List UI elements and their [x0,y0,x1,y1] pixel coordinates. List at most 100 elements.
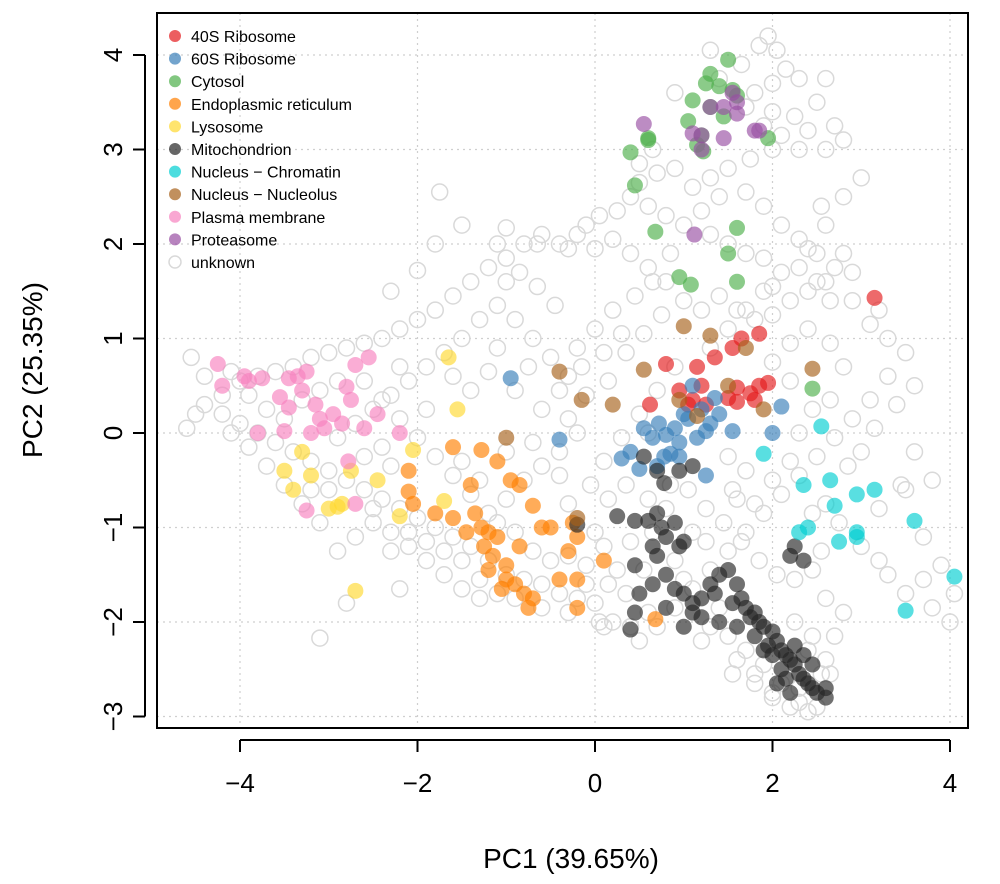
point-unknown [737,244,755,263]
legend-swatch [169,120,181,133]
point-unknown [817,140,835,159]
point-mitochondrion [626,512,643,529]
point-unknown [572,358,591,376]
point-unknown [834,358,853,376]
point-unknown [417,551,436,570]
point-mitochondrion [671,462,688,479]
point-lysosome [285,481,302,498]
point-plasma-membrane [294,382,311,399]
point-unknown [533,575,551,593]
point-unknown [861,391,879,409]
point-unknown [595,617,613,636]
point-unknown [683,523,702,541]
point-proteasome [715,130,732,147]
point-unknown [781,291,799,310]
point-nucleus-nucleolus [689,407,706,424]
point-unknown [346,528,365,546]
point-mitochondrion [711,614,728,630]
point-unknown [710,188,728,206]
point-endoplasmic-reticulum [498,557,515,574]
point-unknown [590,613,609,631]
point-unknown [435,566,453,584]
legend-label: Nucleus − Nucleolus [191,187,337,204]
point-endoplasmic-reticulum [462,476,479,493]
point-mitochondrion [658,566,674,583]
point-unknown [195,395,214,414]
point-unknown [768,566,786,584]
point-unknown [355,334,373,352]
point-unknown [497,273,515,291]
point-unknown [666,159,684,178]
point-unknown [373,329,391,348]
point-unknown [865,419,884,438]
point-unknown [577,556,595,575]
point-lysosome [334,495,351,512]
point-nucleus-nucleolus [498,429,515,446]
point-unknown [746,674,764,693]
point-unknown [355,447,373,466]
point-unknown [701,225,720,244]
point-unknown [595,343,613,362]
point-unknown [519,358,538,376]
point-unknown [772,485,791,504]
point-unknown [719,320,737,338]
point-mitochondrion [622,621,639,638]
point-plasma-membrane [280,399,297,416]
point-unknown [923,599,941,617]
point-plasma-membrane [356,420,373,437]
point-unknown [444,466,462,485]
point-mitochondrion [729,618,745,635]
point-mitochondrion [644,576,661,593]
point-unknown [559,495,578,513]
point-unknown [719,627,737,645]
legend-swatch [169,52,181,65]
legend-swatch [168,255,182,269]
point-unknown [892,476,910,494]
point-cytosol [720,51,737,68]
point-unknown [355,372,373,390]
point-nucleus-chromatin [826,497,843,514]
point-unknown [337,339,356,357]
point-cytosol [671,269,688,286]
point-unknown [195,367,214,386]
point-unknown [692,202,711,220]
point-endoplasmic-reticulum [569,599,586,616]
point-unknown [568,339,586,357]
point-nucleus-chromatin [946,568,963,585]
point-mitochondrion [742,609,759,626]
point-unknown [621,532,640,551]
point-unknown [515,235,533,253]
point-lysosome [276,462,293,479]
point-unknown [470,310,489,329]
point-unknown [803,400,822,419]
point-unknown [382,282,400,300]
point-unknown [311,629,329,647]
point-unknown [546,296,564,315]
point-unknown [861,315,879,334]
point-unknown [453,452,471,471]
point-unknown [728,490,746,508]
point-plasma-membrane [276,423,293,440]
point-unknown [896,480,915,499]
y-tick-label: 4 [98,48,128,62]
point-unknown [453,551,471,570]
point-mitochondrion [609,508,626,525]
point-unknown [821,334,839,352]
point-unknown [657,206,675,225]
point-nucleus-chromatin [831,533,848,550]
point-mitochondrion [786,538,803,555]
point-unknown [595,452,613,471]
point-endoplasmic-reticulum [427,505,444,522]
point-unknown [746,310,764,329]
point-unknown [373,438,391,456]
point-unknown [799,282,817,300]
point-cytosol [622,144,639,161]
point-nucleus-chromatin [848,528,865,545]
point-lysosome [303,467,319,484]
legend-label: Mitochondrion [191,142,292,159]
point-nucleus-chromatin [795,476,812,493]
point-unknown [617,343,635,362]
point-unknown [679,480,697,499]
point-unknown [643,273,662,291]
point-endoplasmic-reticulum [524,497,541,514]
